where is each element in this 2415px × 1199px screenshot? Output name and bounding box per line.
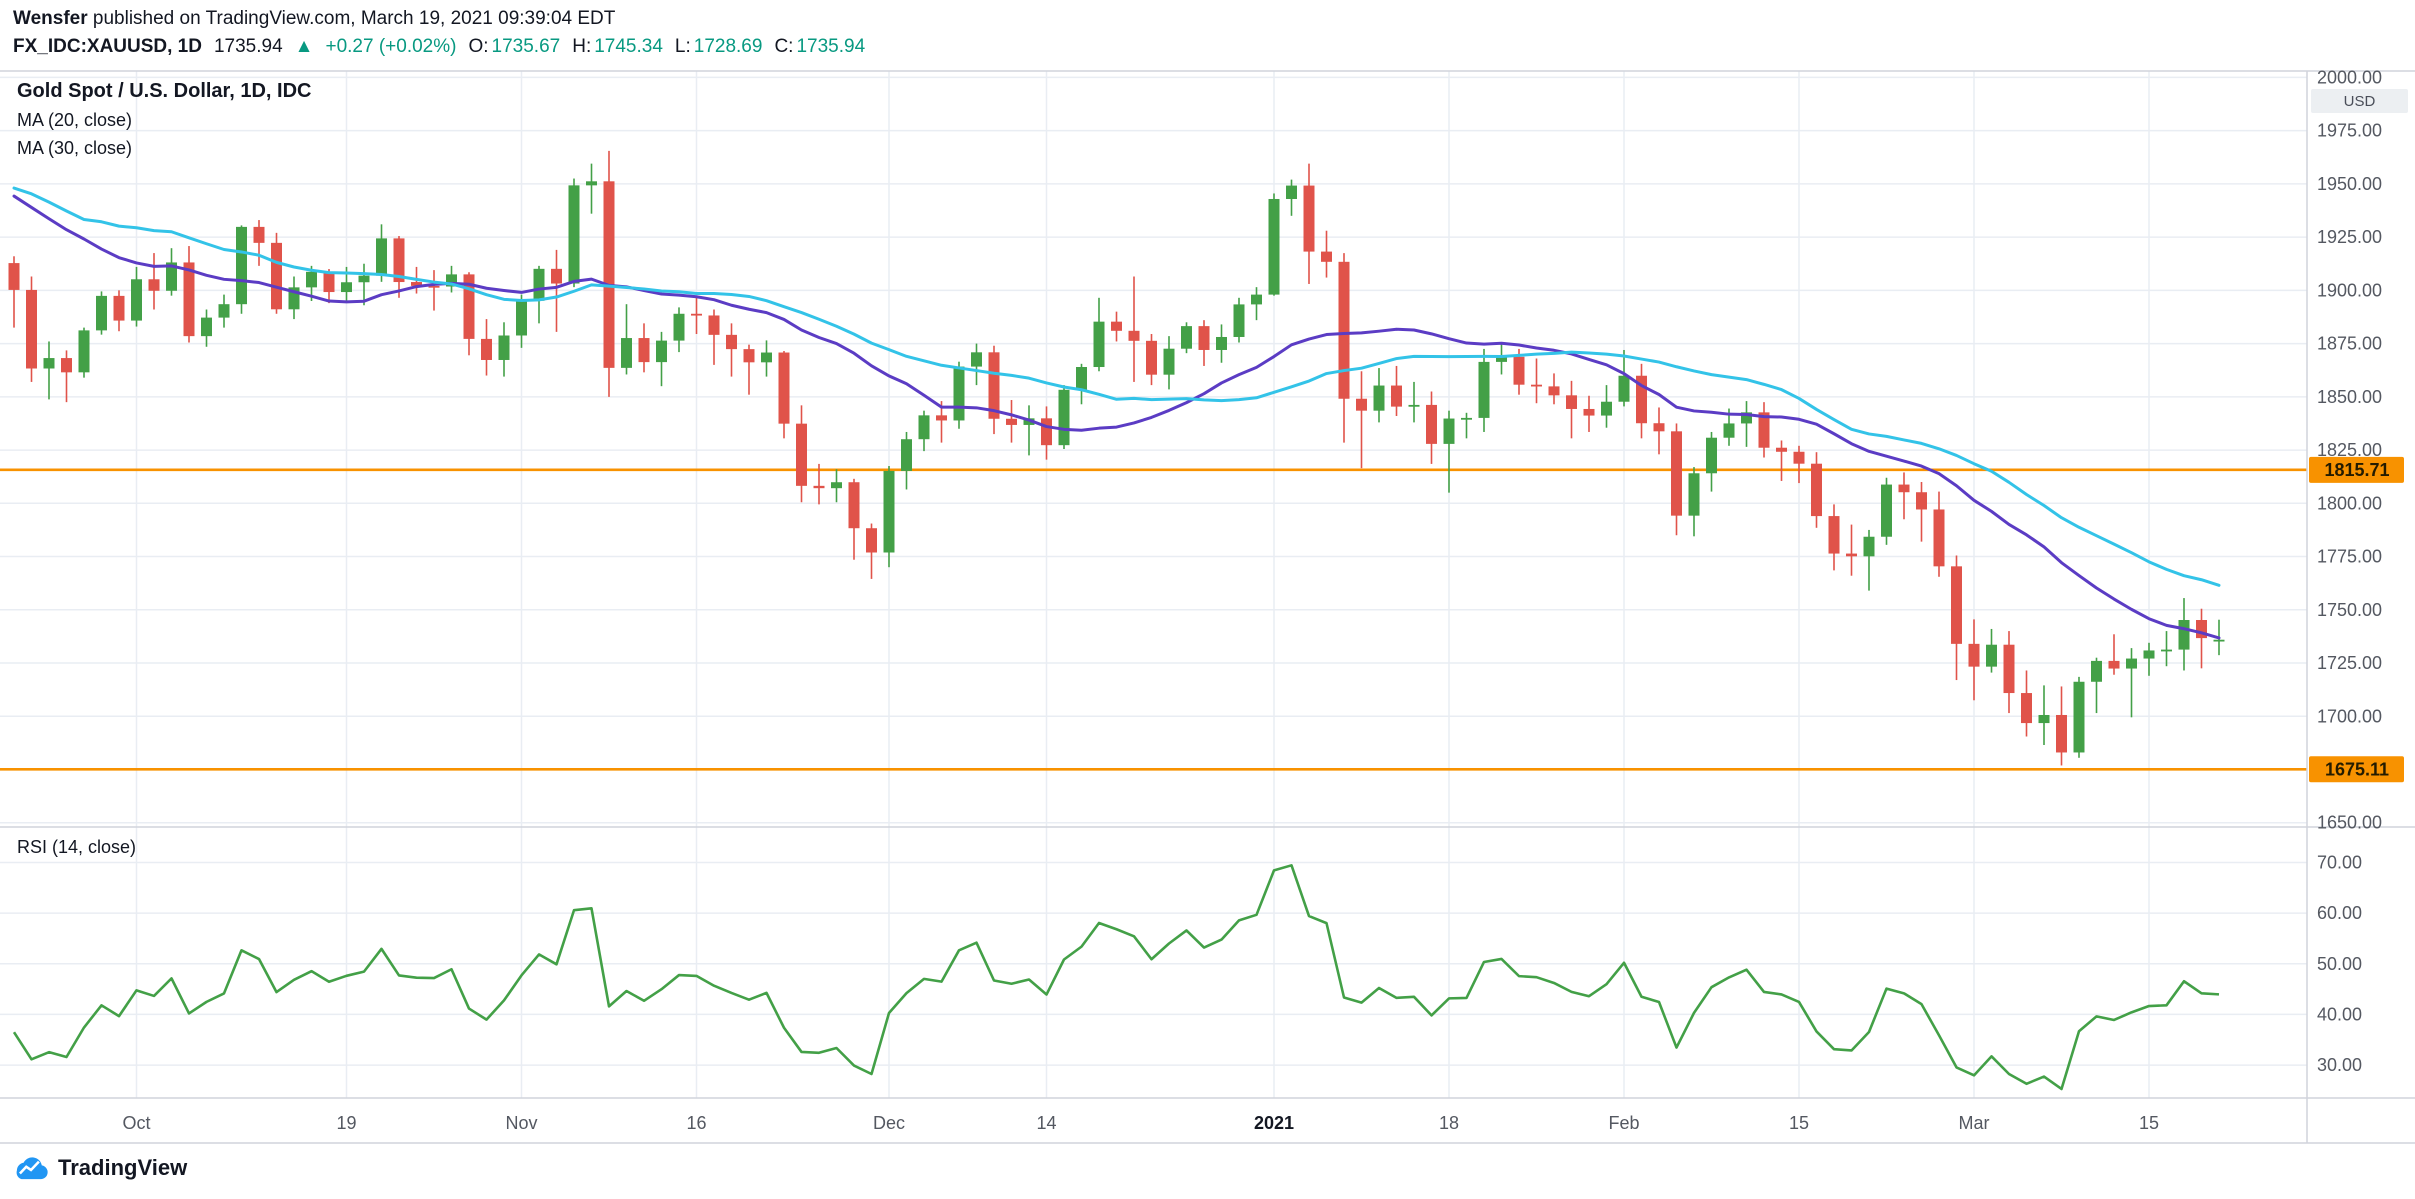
ohlc-low: L: 1728.69 — [674, 36, 763, 57]
ohlc-open: O: 1735.67 — [468, 36, 561, 57]
publisher-name: Wensfer — [13, 8, 88, 29]
brand-text: TradingView — [58, 1155, 188, 1180]
symbol-line: FX_IDC:XAUUSD, 1D 1735.94 ▲ +0.27 (+0.02… — [13, 34, 865, 60]
svg-text:1875.00: 1875.00 — [2317, 334, 2382, 354]
chart-header: Wensfer published on TradingView.com, Ma… — [13, 6, 865, 60]
ma20-legend[interactable]: MA (20, close) — [17, 110, 133, 130]
svg-text:18: 18 — [1439, 1113, 1459, 1133]
ma30-legend[interactable]: MA (30, close) — [17, 138, 133, 158]
horizontal-price-lines[interactable] — [0, 468, 2307, 771]
main-chart-pane[interactable] — [0, 71, 2307, 827]
footer-brand[interactable]: TradingView — [12, 1154, 187, 1182]
svg-text:Nov: Nov — [505, 1113, 537, 1133]
svg-text:Dec: Dec — [873, 1113, 905, 1133]
price-line-labels: 1815.71 1675.11 — [2309, 456, 2404, 783]
price-change: +0.27 (+0.02%) — [325, 36, 457, 57]
svg-text:70.00: 70.00 — [2317, 852, 2362, 872]
chart-title: Gold Spot / U.S. Dollar, 1D, IDC — [17, 80, 312, 102]
svg-text:1825.00: 1825.00 — [2317, 440, 2382, 460]
svg-text:Mar: Mar — [1959, 1113, 1990, 1133]
tradingview-logo-icon — [16, 1157, 48, 1180]
svg-text:1925.00: 1925.00 — [2317, 227, 2382, 247]
rsi-line-layer — [12, 864, 2220, 1091]
change-arrow-icon: ▲ — [294, 36, 314, 57]
ma-lines-layer — [12, 186, 2221, 640]
grid-layer — [0, 71, 2307, 1098]
svg-text:50.00: 50.00 — [2317, 954, 2362, 974]
svg-text:16: 16 — [686, 1113, 706, 1133]
svg-text:1750.00: 1750.00 — [2317, 600, 2382, 620]
svg-text:1775.00: 1775.00 — [2317, 547, 2382, 567]
symbol-name: FX_IDC:XAUUSD, 1D — [13, 36, 202, 57]
published-text: published on TradingView.com, March 19, … — [87, 8, 616, 29]
svg-text:1815.71: 1815.71 — [2324, 460, 2389, 480]
svg-text:1650.00: 1650.00 — [2317, 813, 2382, 833]
last-price: 1735.94 — [213, 36, 283, 57]
time-axis-labels: Oct 19 Nov 16 Dec 14 2021 18 Feb 15 Mar 15 — [122, 1113, 2159, 1133]
svg-text:Oct: Oct — [122, 1113, 150, 1133]
rsi-pane[interactable] — [0, 827, 2307, 1098]
svg-text:Feb: Feb — [1608, 1113, 1639, 1133]
time-axis[interactable] — [0, 1098, 2307, 1143]
pane-borders — [0, 70, 2415, 1144]
svg-text:40.00: 40.00 — [2317, 1004, 2362, 1024]
svg-text:1950.00: 1950.00 — [2317, 174, 2382, 194]
main-legend[interactable]: Gold Spot / U.S. Dollar, 1D, IDC MA (20,… — [17, 76, 311, 162]
published-line: Wensfer published on TradingView.com, Ma… — [13, 6, 865, 32]
price-axis[interactable] — [2307, 71, 2415, 1143]
svg-text:30.00: 30.00 — [2317, 1055, 2362, 1075]
svg-text:1675.11: 1675.11 — [2325, 759, 2389, 779]
svg-text:15: 15 — [1789, 1113, 1809, 1133]
svg-text:2021: 2021 — [1254, 1113, 1294, 1133]
svg-text:1975.00: 1975.00 — [2317, 121, 2382, 141]
svg-text:1850.00: 1850.00 — [2317, 387, 2382, 407]
svg-text:1800.00: 1800.00 — [2317, 493, 2382, 513]
ohlc-high: H: 1745.34 — [572, 36, 663, 57]
candles-layer[interactable] — [8, 150, 2225, 766]
svg-text:14: 14 — [1036, 1113, 1056, 1133]
ohlc-close: C: 1735.94 — [774, 36, 866, 57]
rsi-legend[interactable]: RSI (14, close) — [17, 837, 137, 857]
svg-text:15: 15 — [2139, 1113, 2159, 1133]
svg-text:1725.00: 1725.00 — [2317, 653, 2382, 673]
svg-text:19: 19 — [336, 1113, 356, 1133]
svg-text:2000.00: 2000.00 — [2317, 67, 2382, 87]
svg-text:60.00: 60.00 — [2317, 903, 2362, 923]
svg-text:1700.00: 1700.00 — [2317, 706, 2382, 726]
axis-currency-badge: USD — [2311, 89, 2408, 113]
svg-text:1900.00: 1900.00 — [2317, 280, 2382, 300]
